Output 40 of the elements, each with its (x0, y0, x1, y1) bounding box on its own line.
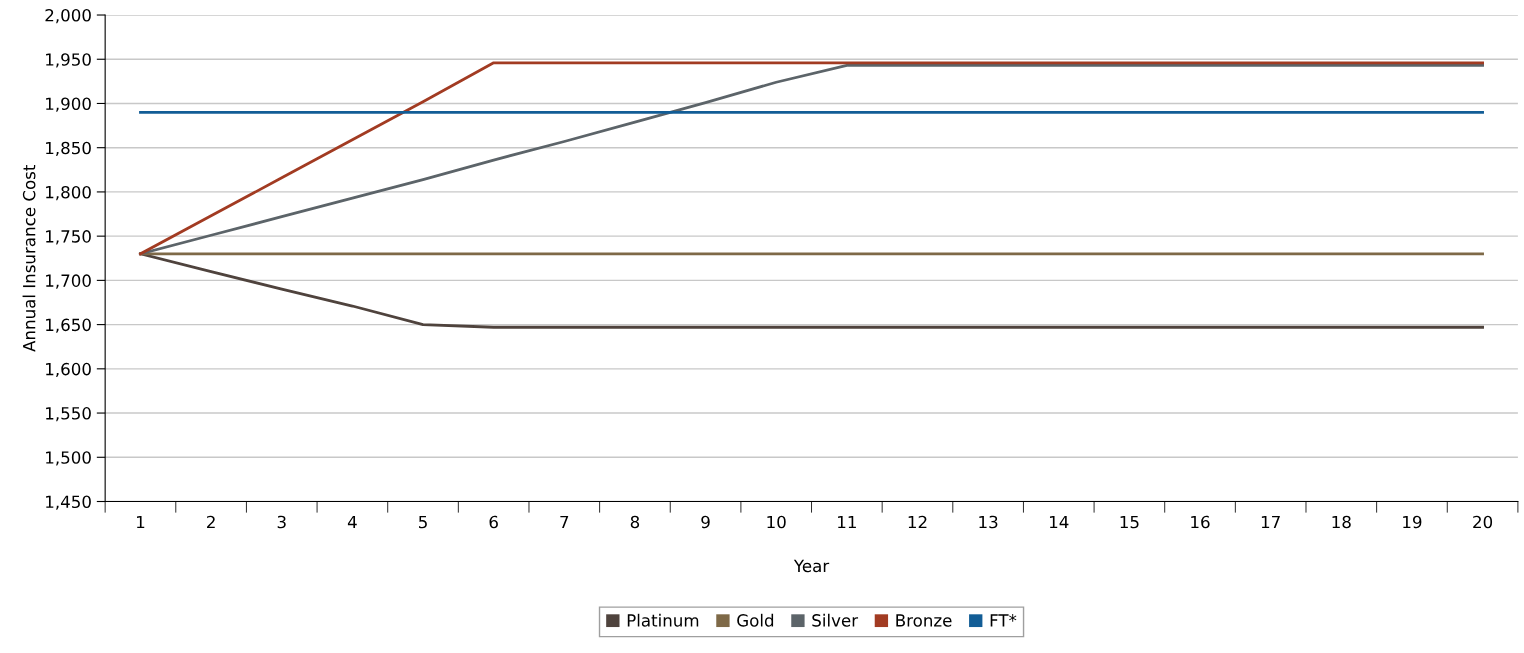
legend-label: Silver (812, 613, 859, 627)
x-tick-label: 10 (767, 515, 786, 529)
x-tick-label: 15 (1120, 515, 1139, 529)
x-tick-label: 1 (137, 515, 145, 529)
x-tick-label: 20 (1473, 515, 1493, 529)
x-tick-label: 18 (1332, 515, 1351, 529)
legend-label: FT* (990, 614, 1017, 627)
y-tick-label: 1,450 (46, 495, 91, 510)
x-tick-label: 4 (347, 515, 357, 529)
y-tick-label: 1,750 (46, 230, 91, 245)
x-tick-label: 9 (701, 515, 710, 529)
y-tick-label: 1,600 (46, 362, 91, 378)
y-axis-title: Annual Insurance Cost (22, 164, 36, 352)
x-tick-label: 19 (1403, 515, 1422, 529)
x-tick-label: 2 (207, 515, 215, 529)
x-tick-label: 12 (908, 515, 927, 529)
x-tick-label: 11 (838, 515, 856, 529)
y-tick-label: 2,000 (45, 8, 91, 24)
x-tick-label: 3 (277, 515, 286, 529)
x-tick-label: 16 (1191, 515, 1210, 529)
y-tick-label: 1,650 (46, 318, 91, 333)
legend-label: Platinum (627, 613, 699, 627)
x-tick-label: 8 (630, 515, 640, 529)
x-tick-label: 5 (419, 515, 427, 529)
x-tick-label: 7 (560, 515, 569, 529)
line-series (139, 252, 1484, 329)
y-tick-label: 1,950 (46, 53, 91, 68)
y-tick-label: 1,850 (46, 141, 91, 156)
y-tick-label: 1,550 (46, 407, 91, 422)
legend-label: Bronze (896, 614, 952, 627)
y-tick-label: 1,900 (46, 97, 91, 112)
x-axis-title: Year (793, 559, 830, 573)
y-tick-label: 1,700 (46, 274, 91, 289)
y-tick-label: 1,500 (46, 451, 91, 466)
x-tick-label: 14 (1049, 515, 1069, 529)
x-tick-label: 6 (489, 515, 498, 529)
x-tick-label: 17 (1261, 515, 1280, 529)
y-tick-label: 1,800 (46, 185, 91, 201)
x-tick-label: 13 (979, 515, 998, 529)
legend-label: Gold (737, 613, 774, 627)
